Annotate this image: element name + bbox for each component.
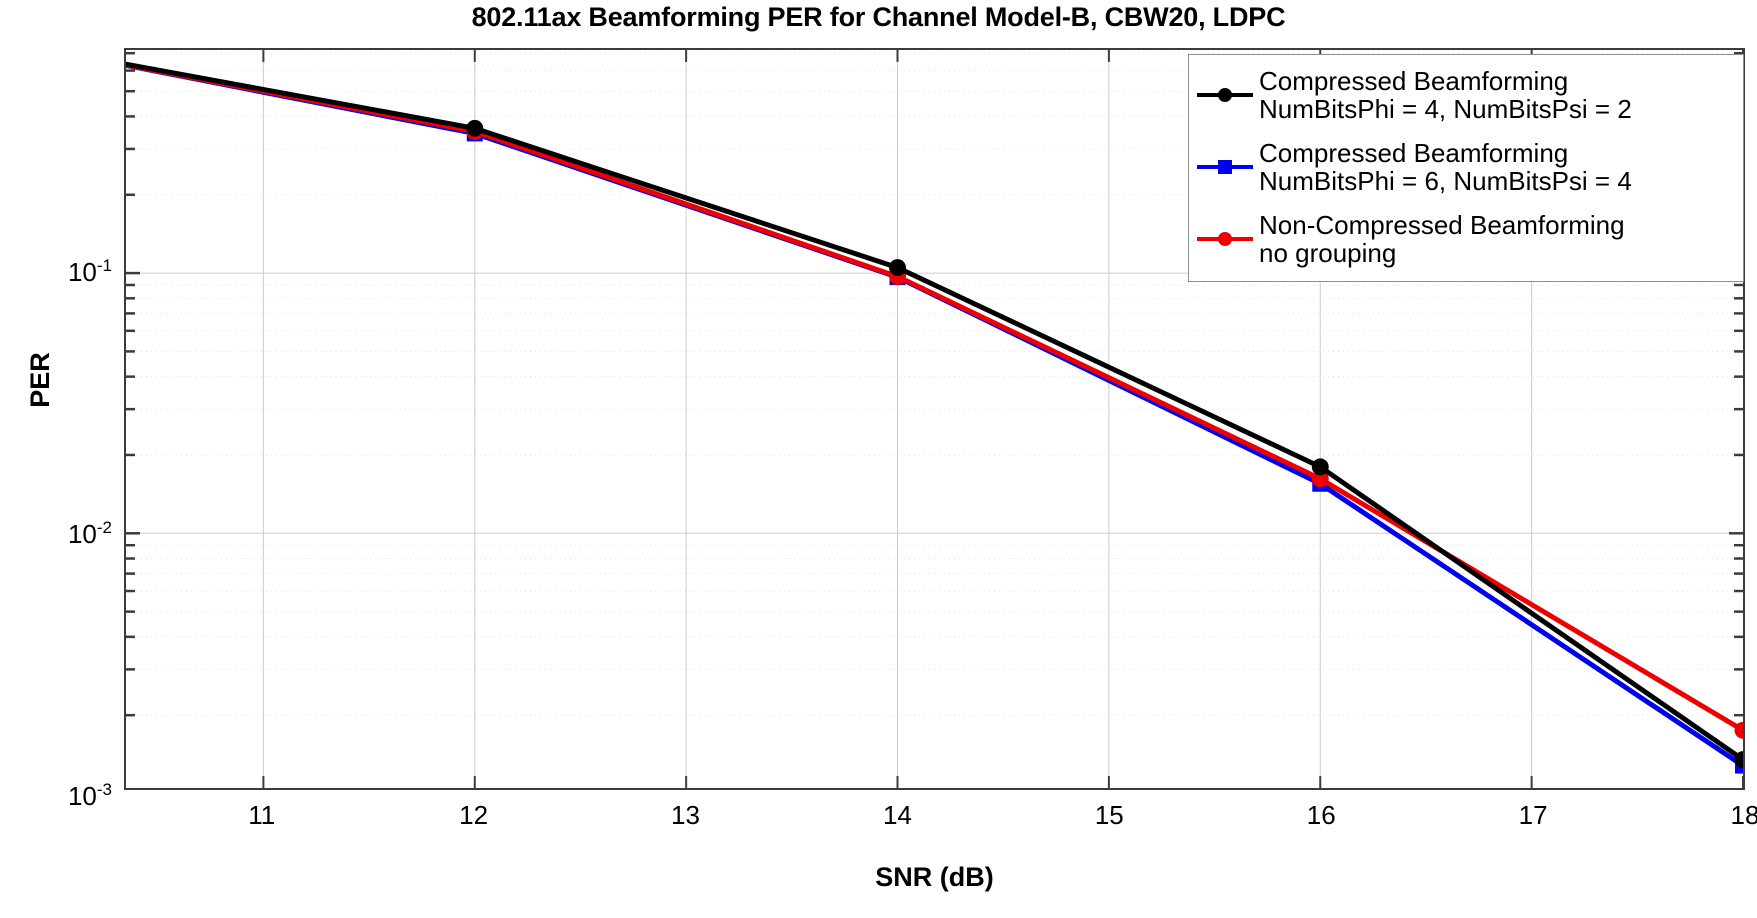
data-point-2-3 (1311, 470, 1329, 488)
legend-marker-red-circle-icon (1197, 228, 1253, 250)
data-point-0-1 (466, 119, 484, 137)
legend-item-1[interactable]: Compressed Beamforming NumBitsPhi = 6, N… (1189, 131, 1743, 203)
legend-label-1: Compressed Beamforming NumBitsPhi = 6, N… (1259, 137, 1632, 196)
x-tick-label-14: 14 (882, 800, 912, 830)
x-tick-label-11: 11 (248, 800, 276, 830)
legend-marker-blue-square-icon (1197, 156, 1253, 178)
data-point-0-2 (889, 259, 906, 277)
x-axis-title: SNR (dB) (875, 862, 994, 892)
legend[interactable]: Compressed Beamforming NumBitsPhi = 4, N… (1188, 54, 1744, 282)
x-tick-label-15: 15 (1094, 800, 1124, 830)
x-tick-label-13: 13 (671, 800, 700, 830)
y-tick-label-0.001: 10-3 (67, 779, 112, 811)
y-tick-label-0.1: 10-1 (67, 256, 112, 288)
y-axis-title: PER (25, 352, 55, 408)
legend-label-0: Compressed Beamforming NumBitsPhi = 4, N… (1259, 65, 1632, 124)
legend-item-0[interactable]: Compressed Beamforming NumBitsPhi = 4, N… (1189, 59, 1743, 131)
legend-label-2: Non-Compressed Beamforming no grouping (1259, 209, 1625, 268)
legend-item-2[interactable]: Non-Compressed Beamforming no grouping (1189, 203, 1743, 275)
data-point-2-4 (1734, 721, 1743, 739)
y-tick-label-0.01: 10-2 (67, 518, 112, 549)
x-tick-label-12: 12 (459, 800, 489, 830)
data-point-0-3 (1311, 458, 1329, 476)
chart-title: 802.11ax Beamforming PER for Channel Mod… (471, 2, 1286, 32)
legend-marker-black-circle-icon (1197, 84, 1253, 106)
x-tick-label-17: 17 (1518, 800, 1548, 830)
x-tick-label-18: 18 (1730, 800, 1757, 830)
data-point-0-4 (1734, 751, 1743, 769)
x-tick-label-16: 16 (1306, 800, 1336, 830)
